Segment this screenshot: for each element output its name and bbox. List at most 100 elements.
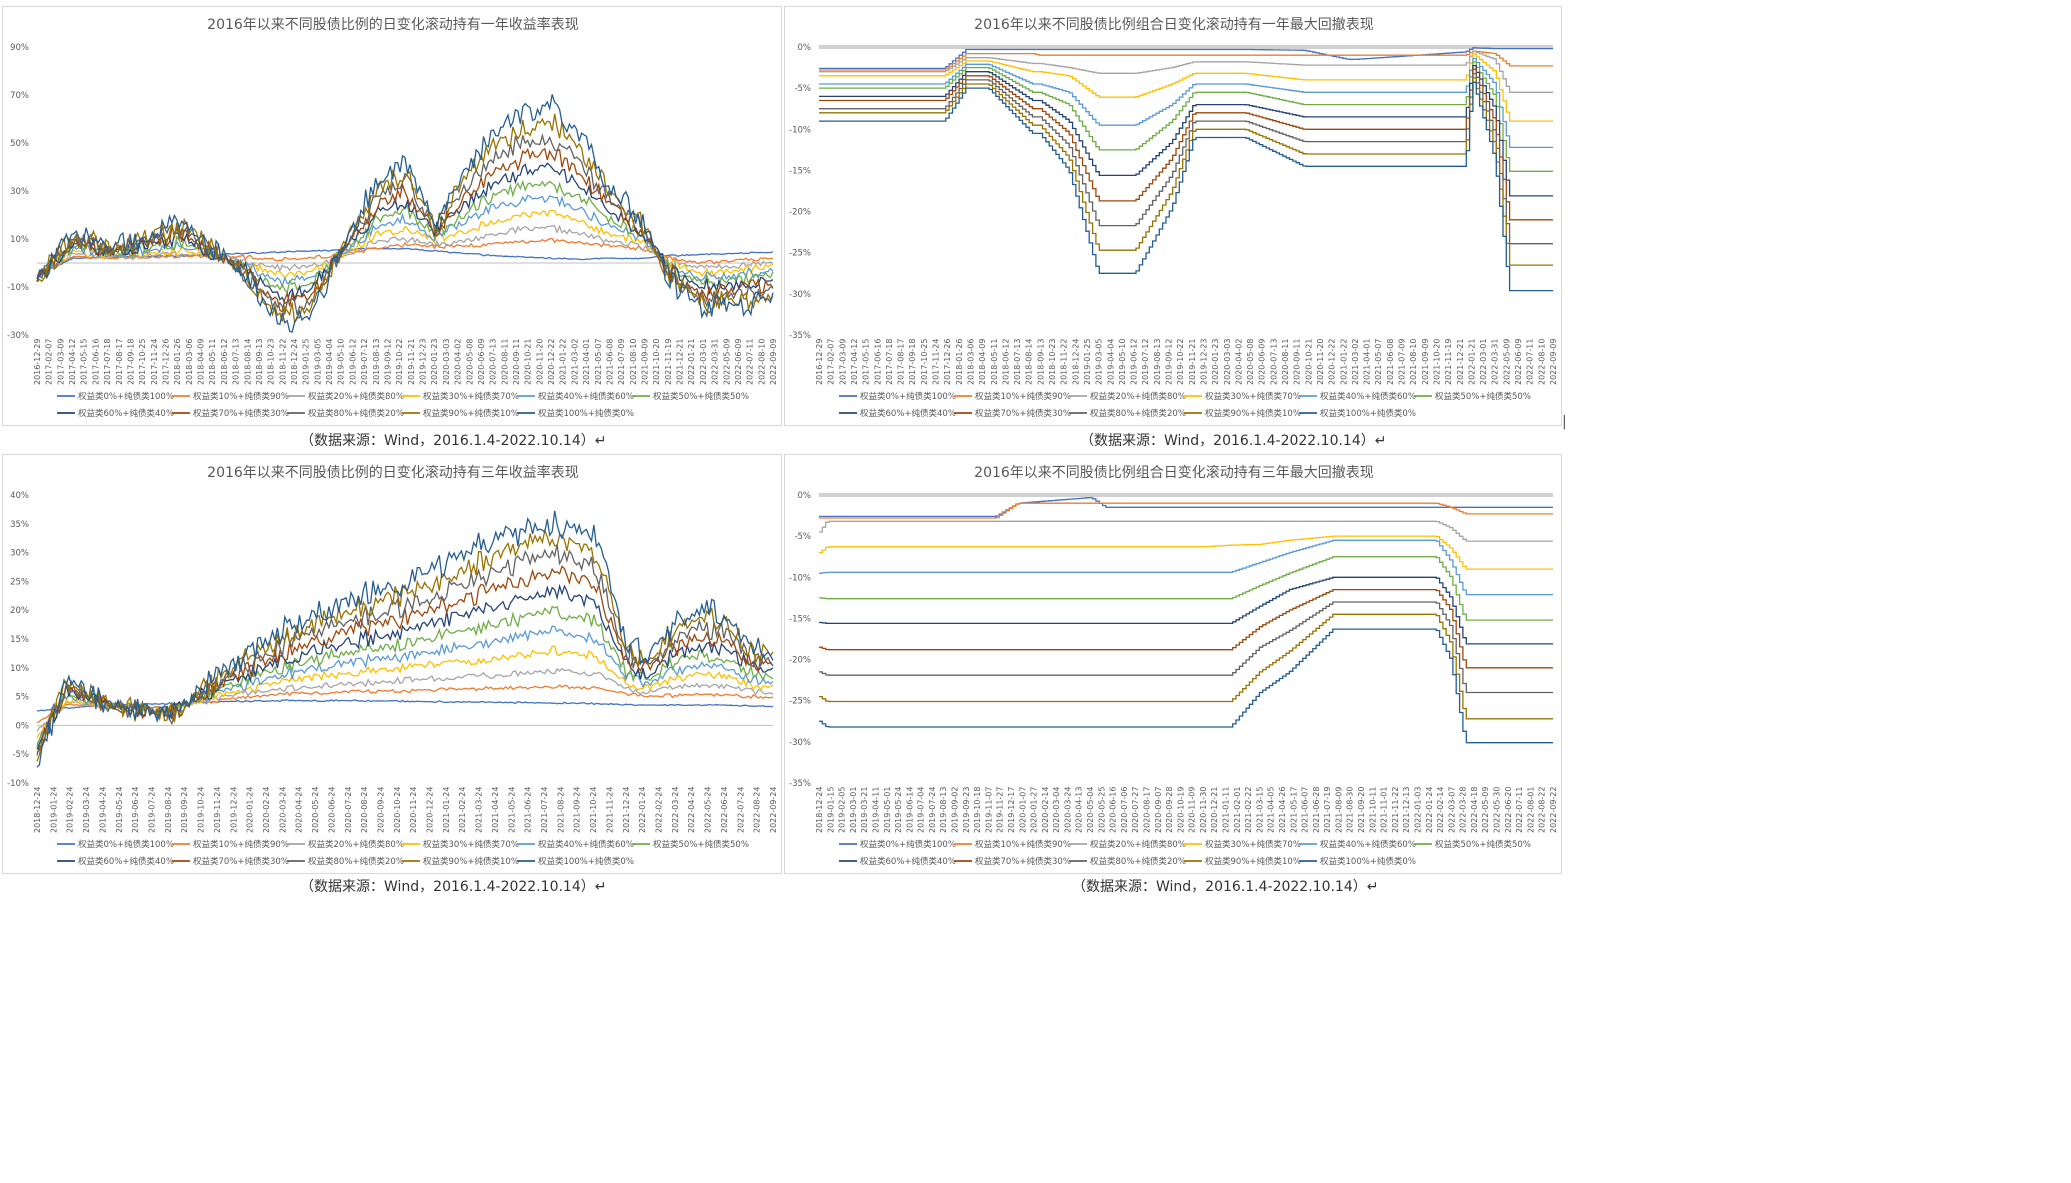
x-tick-label: 2017-11-24 — [932, 339, 941, 386]
x-tick-label: 2019-05-24 — [894, 787, 903, 834]
x-tick-label: 2021-04-26 — [1278, 787, 1287, 834]
legend-label: 权益类70%+纯债类30% — [193, 856, 289, 867]
x-tick-label: 2020-08-11 — [1281, 339, 1290, 386]
series-line — [36, 94, 774, 333]
x-tick-label: 2020-02-14 — [1041, 787, 1050, 834]
legend-label: 权益类70%+纯债类30% — [975, 408, 1071, 419]
legend-label: 权益类40%+纯债类60% — [1320, 839, 1416, 850]
x-tick-label: 2022-05-24 — [704, 787, 713, 834]
series-line — [819, 57, 1553, 149]
legend-label: 权益类40%+纯债类60% — [1320, 391, 1416, 402]
y-tick-label: -5% — [12, 750, 29, 760]
x-tick-label: 2020-01-23 — [1211, 339, 1220, 386]
x-tick-label: 2020-05-08 — [1246, 339, 1255, 385]
x-tick-label: 2021-09-20 — [1357, 787, 1366, 834]
series-line — [819, 539, 1553, 596]
legend-label: 权益类20%+纯债类80% — [1090, 391, 1186, 402]
x-tick-label: 2020-07-06 — [1120, 787, 1129, 834]
x-tick-label: 2022-09-09 — [1549, 339, 1558, 386]
x-tick-label: 2019-05-10 — [1118, 339, 1127, 386]
x-tick-label: 2022-01-21 — [1467, 339, 1476, 386]
x-tick-label: 2019-02-05 — [838, 787, 847, 834]
x-tick-label: 2019-12-24 — [229, 787, 238, 834]
x-tick-label: 2019-11-21 — [407, 339, 416, 386]
x-tick-label: 2020-08-17 — [1142, 787, 1151, 834]
x-tick-label: 2019-10-18 — [973, 787, 982, 834]
x-tick-label: 2021-05-17 — [1289, 787, 1298, 834]
legend-label: 权益类80%+纯债类20% — [308, 856, 404, 867]
x-tick-label: 2022-03-31 — [711, 339, 720, 386]
x-tick-label: 2020-09-24 — [376, 787, 385, 834]
x-tick-label: 2022-08-24 — [753, 787, 762, 834]
x-tick-label: 2018-06-12 — [220, 339, 229, 386]
x-tick-label: 2019-01-25 — [302, 339, 311, 386]
x-tick-label: 2017-07-18 — [103, 339, 112, 386]
x-tick-label: 2018-01-26 — [173, 339, 182, 386]
chart-title: 2016年以来不同股债比例组合日变化滚动持有一年最大回撤表现 — [974, 16, 1374, 33]
y-tick-label: -5% — [794, 84, 811, 94]
chart-title: 2016年以来不同股债比例的日变化滚动持有三年收益率表现 — [207, 464, 579, 481]
legend-label: 权益类40%+纯债类60% — [538, 391, 634, 402]
x-tick-label: 2020-05-25 — [1097, 787, 1106, 834]
x-tick-label: 2017-06-16 — [873, 339, 882, 386]
series-line — [819, 496, 1553, 518]
source-note-2: （数据来源：Wind，2016.1.4-2022.10.14）↵ — [1080, 433, 1387, 449]
y-tick-label: 70% — [10, 91, 29, 101]
legend-label: 权益类10%+纯债类90% — [975, 391, 1071, 402]
x-tick-label: 2018-03-06 — [966, 339, 975, 386]
x-tick-label: 2021-04-01 — [1363, 339, 1372, 386]
y-tick-label: 35% — [10, 520, 29, 530]
x-tick-label: 2018-07-13 — [232, 339, 241, 386]
y-tick-label: 30% — [10, 549, 29, 559]
x-tick-label: 2018-07-13 — [1013, 339, 1022, 386]
x-tick-label: 2022-01-24 — [638, 787, 647, 834]
x-tick-label: 2020-09-28 — [1165, 787, 1174, 834]
x-tick-label: 2019-05-10 — [337, 339, 346, 386]
x-tick-label: 2017-09-18 — [126, 339, 135, 386]
x-tick-label: 2021-06-24 — [524, 787, 533, 834]
legend-label: 权益类30%+纯债类70% — [1205, 391, 1301, 402]
series-line — [36, 543, 774, 756]
series-line — [819, 576, 1553, 645]
x-tick-label: 2021-09-09 — [1421, 339, 1430, 386]
legend-label: 权益类70%+纯债类30% — [975, 856, 1071, 867]
x-tick-label: 2020-05-04 — [1086, 787, 1095, 834]
y-tick-label: -30% — [789, 738, 811, 748]
x-tick-label: 2021-10-20 — [1432, 339, 1441, 386]
x-tick-label: 2021-02-22 — [1244, 787, 1253, 834]
x-tick-label: 2019-04-24 — [98, 787, 107, 834]
x-tick-label: 2021-10-24 — [589, 787, 598, 834]
series-line — [819, 613, 1553, 720]
chart-panel-1y-drawdown: 2016年以来不同股债比例组合日变化滚动持有一年最大回撤表现 0% -5% -10% -… — [784, 6, 1562, 426]
legend-label: 权益类90%+纯债类10% — [423, 856, 519, 867]
x-tick-label: 2019-09-12 — [1165, 339, 1174, 386]
x-tick-label: 2019-08-13 — [939, 787, 948, 834]
x-tick-label: 2021-12-21 — [1456, 339, 1465, 386]
x-tick-label: 2019-11-24 — [213, 787, 222, 834]
series-line — [819, 81, 1553, 292]
chart-svg-3y-return: 2016年以来不同股债比例的日变化滚动持有三年收益率表现 40% 35% 30% 25%… — [7, 464, 778, 867]
y-tick-label: -15% — [789, 614, 811, 624]
x-tick-label: 2020-06-09 — [1258, 339, 1267, 386]
legend-label: 权益类50%+纯债类50% — [1435, 391, 1531, 402]
x-tick-label: 2021-12-21 — [676, 339, 685, 386]
x-tick-label: 2022-06-24 — [720, 787, 729, 834]
x-tick-label: 2019-06-12 — [1130, 339, 1139, 386]
x-tick-label: 2019-07-24 — [928, 787, 937, 834]
x-tick-label: 2020-08-11 — [500, 339, 509, 386]
legend-label: 权益类30%+纯债类70% — [1205, 839, 1301, 850]
x-tick-label: 2021-03-15 — [1255, 787, 1264, 834]
x-tick-label: 2021-02-01 — [1233, 787, 1242, 834]
x-tick-label: 2021-07-09 — [617, 339, 626, 386]
x-tick-label: 2019-09-02 — [951, 787, 960, 834]
x-tick-label: 2018-12-24 — [33, 787, 42, 834]
legend-label: 权益类100%+纯债类0% — [538, 408, 634, 419]
x-tick-label: 2021-05-07 — [594, 339, 603, 386]
x-tick-label: 2020-12-24 — [426, 787, 435, 834]
series-line — [36, 179, 774, 294]
series-line — [819, 502, 1553, 519]
x-tick-label: 2019-12-23 — [1199, 339, 1208, 386]
y-tick-label: -35% — [789, 331, 811, 341]
x-tick-label: 2022-02-24 — [655, 787, 664, 834]
x-tick-label: 2019-07-12 — [1141, 339, 1150, 386]
